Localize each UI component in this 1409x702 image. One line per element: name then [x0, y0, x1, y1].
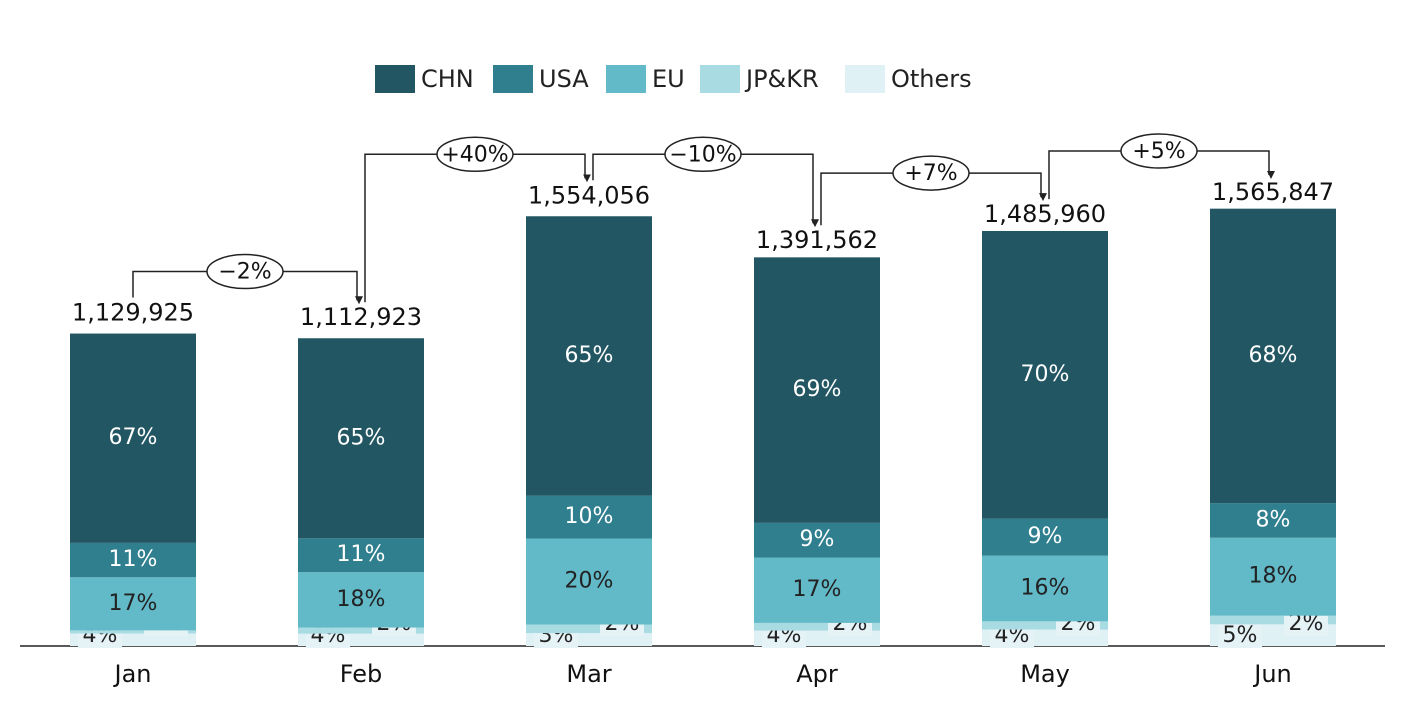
- data-label: 68%: [1249, 343, 1298, 368]
- bar-segment: [982, 555, 1108, 622]
- bar-segment: [526, 538, 652, 625]
- data-label: 18%: [337, 587, 386, 612]
- bar-segment: [1210, 615, 1336, 625]
- annotation-bubble: [892, 155, 970, 191]
- annotation: +40%: [441, 142, 508, 167]
- data-label: 70%: [1021, 362, 1070, 387]
- bar-segment: [754, 522, 880, 558]
- data-label: 8%: [1256, 507, 1291, 532]
- data-label: 69%: [793, 377, 842, 402]
- legend-label: CHN: [421, 65, 474, 93]
- legend-swatch: [493, 65, 533, 93]
- x-tick-label: Jun: [1252, 660, 1292, 688]
- x-tick-label: Mar: [566, 660, 611, 688]
- bar-segment: [70, 333, 196, 543]
- legend-swatch: [700, 65, 740, 93]
- bar-segment: [526, 495, 652, 539]
- total-label: 1,112,923: [300, 303, 422, 331]
- data-label: 65%: [565, 343, 614, 368]
- total-label: 1,485,960: [984, 200, 1106, 228]
- data-label: 10%: [565, 504, 614, 529]
- annotation: +7%: [904, 161, 957, 186]
- data-label: 18%: [1249, 564, 1298, 589]
- bar-segment: [298, 627, 424, 634]
- x-tick-label: Feb: [340, 660, 383, 688]
- legend-label: EU: [652, 65, 685, 93]
- data-label: 16%: [1021, 575, 1070, 600]
- data-label: 9%: [800, 527, 835, 552]
- label-bg: [1218, 624, 1262, 648]
- annotation-bubble: [664, 136, 742, 173]
- bar-segment: [754, 257, 880, 523]
- data-label: 11%: [109, 547, 158, 572]
- bar-segment: [70, 630, 196, 634]
- annotation: −10%: [669, 142, 736, 167]
- bar-segment: [982, 230, 1108, 519]
- x-tick-label: Jan: [113, 660, 152, 688]
- bar-segment: [298, 538, 424, 573]
- bar-segment: [70, 577, 196, 631]
- bar-segment: [1210, 208, 1336, 504]
- total-label: 1,129,925: [72, 299, 194, 327]
- x-tick-label: Apr: [796, 660, 838, 688]
- legend-swatch: [375, 65, 415, 93]
- bar-segment: [298, 572, 424, 628]
- data-label: 17%: [793, 577, 842, 602]
- bar-segment: [1210, 537, 1336, 616]
- legend-label: JP&KR: [744, 65, 819, 93]
- annotation: −2%: [218, 260, 271, 285]
- label-bg: [1284, 612, 1328, 636]
- bar-segment: [70, 542, 196, 578]
- bar-segment: [526, 216, 652, 496]
- data-label: 5%: [1223, 623, 1258, 648]
- bar-segment: [526, 624, 652, 634]
- legend-swatch: [845, 65, 885, 93]
- annotation-bubble: [436, 136, 514, 173]
- data-label: 67%: [109, 425, 158, 450]
- legend-label: USA: [539, 65, 589, 93]
- annotation: +5%: [1132, 139, 1185, 164]
- bar-segment: [982, 621, 1108, 630]
- bar-segment: [1210, 503, 1336, 538]
- annotation-bubble: [1120, 133, 1198, 169]
- annotation-bubble: [206, 253, 284, 290]
- legend-swatch: [606, 65, 646, 93]
- data-label: 17%: [109, 591, 158, 616]
- data-label: 65%: [337, 425, 386, 450]
- x-tick-label: May: [1020, 660, 1070, 688]
- data-label: 20%: [565, 569, 614, 594]
- total-label: 1,565,847: [1212, 178, 1334, 206]
- bar-segment: [754, 557, 880, 623]
- data-label: 9%: [1028, 524, 1063, 549]
- bar-segment: [982, 518, 1108, 556]
- bar-segment: [298, 338, 424, 539]
- bar-segment: [754, 622, 880, 631]
- total-label: 1,391,562: [756, 226, 878, 254]
- legend-label: Others: [891, 65, 972, 93]
- total-label: 1,554,056: [528, 181, 650, 209]
- data-label: 11%: [337, 542, 386, 567]
